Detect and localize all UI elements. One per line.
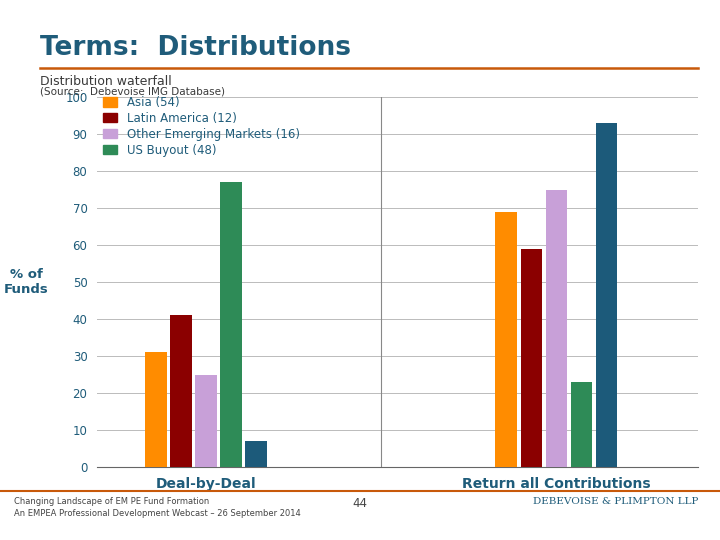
Bar — [245, 441, 266, 467]
Bar — [595, 123, 618, 467]
Text: Distribution waterfall: Distribution waterfall — [40, 75, 171, 87]
Bar — [546, 190, 567, 467]
Legend: Asia (54), Latin America (12), Other Emerging Markets (16), US Buyout (48): Asia (54), Latin America (12), Other Eme… — [103, 96, 300, 157]
Text: 44: 44 — [353, 497, 367, 510]
Text: Changing Landscape of EM PE Fund Formation
An EMPEA Professional Development Web: Changing Landscape of EM PE Fund Formati… — [14, 497, 301, 518]
Bar — [521, 249, 542, 467]
Bar — [220, 183, 242, 467]
Bar — [195, 375, 217, 467]
Bar — [145, 353, 166, 467]
Bar — [495, 212, 517, 467]
Text: DEBEVOISE & PLIMPTON LLP: DEBEVOISE & PLIMPTON LLP — [533, 497, 698, 506]
Y-axis label: % of
Funds: % of Funds — [4, 268, 49, 296]
Bar — [170, 315, 192, 467]
Text: (Source:  Debevoise IMG Database): (Source: Debevoise IMG Database) — [40, 86, 225, 97]
Bar — [571, 382, 593, 467]
Text: Terms:  Distributions: Terms: Distributions — [40, 35, 351, 61]
